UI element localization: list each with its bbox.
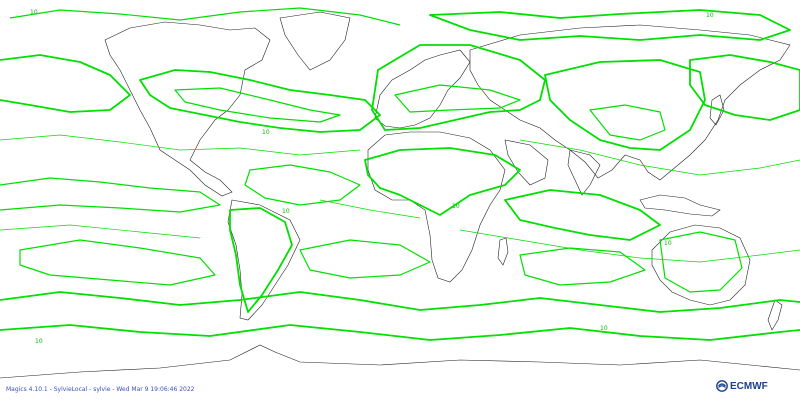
coastline-greenland	[279, 11, 351, 71]
magics-credit-text: Magics 4.10.1 - SylvieLocal - sylvie - W…	[6, 386, 195, 393]
contour-lines	[0, 7, 800, 341]
contour-tibet	[589, 104, 666, 141]
contour-south-indian	[519, 247, 646, 286]
contour-label: 10	[30, 9, 38, 16]
contour-southern-ocean-2	[0, 324, 800, 341]
coastlines	[0, 11, 800, 379]
contour-southern-ocean	[0, 291, 800, 313]
contour-indian-ocean	[504, 189, 661, 241]
contour-label: 10	[282, 208, 290, 215]
coastline-madagascar	[497, 237, 509, 266]
contour-south-america	[229, 207, 293, 313]
contour-north-atlantic-inner	[174, 87, 341, 123]
contour-arctic	[429, 9, 791, 41]
contour-south-pacific	[19, 239, 216, 286]
coastline-africa	[367, 131, 506, 283]
coastline-asia	[469, 24, 791, 181]
contour-australia	[659, 231, 743, 293]
contour-thin-3	[0, 224, 201, 239]
coastline-india	[567, 149, 601, 196]
coastline-australia	[651, 224, 751, 306]
contour-sahara	[364, 147, 521, 216]
ecmwf-logo: ECMWF	[716, 379, 768, 393]
ecmwf-swirl-icon	[716, 380, 728, 392]
contour-north-atlantic	[139, 69, 381, 133]
contour-label: 10	[262, 129, 270, 136]
coastline-antarctica	[0, 344, 800, 379]
coastline-arabia	[504, 139, 549, 186]
coastline-indonesia	[639, 194, 721, 217]
contour-south-atlantic	[299, 239, 431, 279]
contour-label: 10	[600, 325, 608, 332]
contour-mediterranean	[394, 84, 521, 113]
contour-thin-1	[0, 134, 361, 156]
contour-east-pacific	[0, 177, 221, 213]
contour-tropical-atlantic	[244, 164, 361, 206]
coastline-europe	[374, 49, 471, 129]
coastline-japan	[709, 94, 725, 126]
contour-label: 10	[706, 12, 714, 19]
contour-europe	[371, 44, 546, 131]
contour-arctic-2	[9, 7, 401, 26]
contour-north-pacific	[0, 54, 131, 113]
contour-thin-5	[319, 199, 421, 219]
coastline-new-zealand	[767, 299, 783, 331]
contour-thin-4	[459, 229, 800, 263]
contour-label: 10	[452, 203, 460, 210]
contour-thin-2	[519, 139, 800, 176]
coastline-north-america	[104, 21, 271, 197]
contour-label: 10	[35, 338, 43, 345]
contour-central-asia	[544, 59, 706, 151]
ecmwf-logo-text: ECMWF	[730, 380, 768, 392]
coastline-south-america	[227, 199, 301, 321]
contour-label: 10	[664, 240, 672, 247]
contour-labels: 10 10 10 10 10 10 10 10	[30, 9, 714, 345]
contour-west-pacific	[689, 54, 800, 121]
